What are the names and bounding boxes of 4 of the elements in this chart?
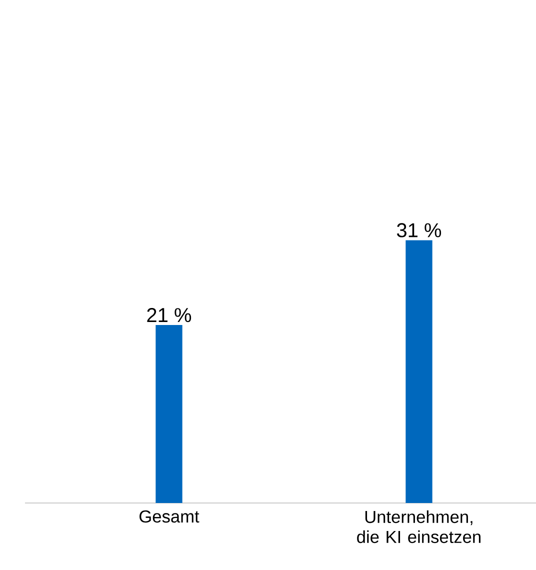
x-tick-label: Gesamt bbox=[139, 510, 200, 523]
data-label: 31 % bbox=[396, 223, 441, 238]
data-label: 21 % bbox=[147, 308, 191, 322]
x-tick-label: Unternehmen, die KI einsetzen bbox=[356, 510, 480, 544]
